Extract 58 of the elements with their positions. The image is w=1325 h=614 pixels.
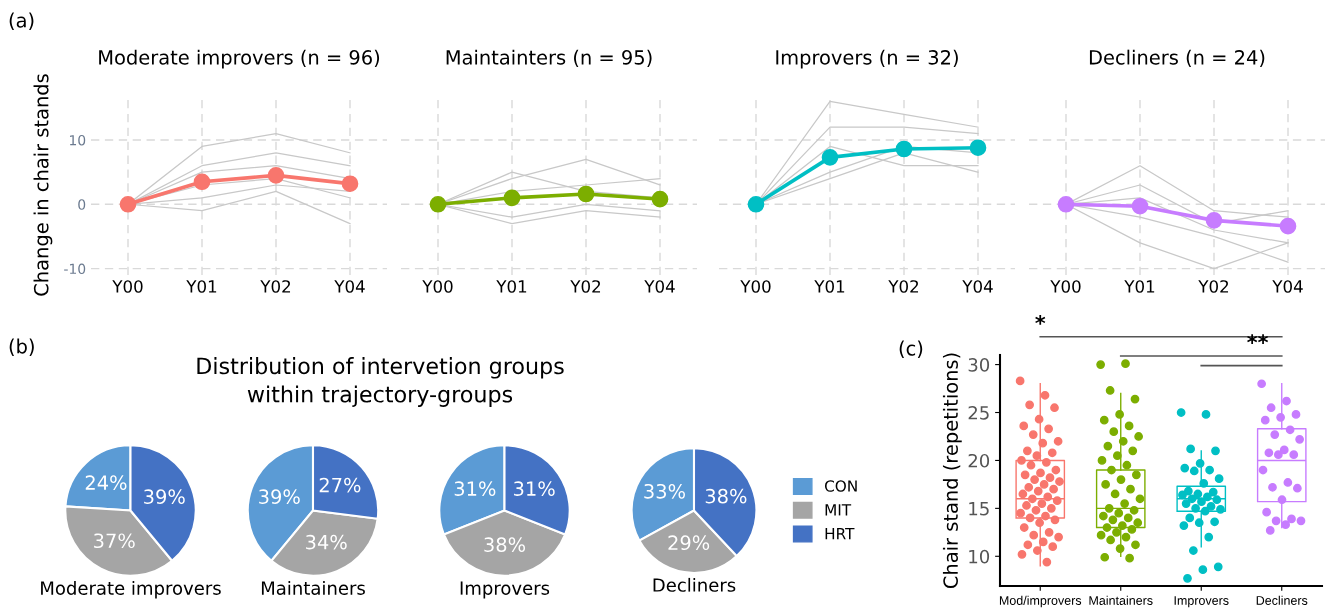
x-tick-label: Y00 (422, 280, 453, 293)
x-tick-label: Improvers (1174, 596, 1229, 608)
x-tick-label: Y00 (1050, 280, 1081, 293)
y-axis-title: Chair stand (repetitions) (942, 353, 962, 589)
x-tick-label: Y02 (1198, 280, 1229, 293)
text: Distribution of intervetion groups within trajectory-groups (197, 357, 564, 407)
y-tick-label: 10 (969, 549, 990, 564)
text: * (1035, 315, 1046, 325)
text: (c) (899, 340, 923, 358)
y-tick-label: 25 (968, 405, 989, 420)
y-tick-label: 0 (78, 199, 86, 210)
data-label: 27% (319, 477, 361, 493)
data-label: 29% (668, 535, 710, 551)
data-label: 39% (259, 489, 300, 504)
data-label: 38% (484, 537, 526, 552)
y-tick-label: 20 (968, 453, 990, 468)
x-tick-label: Y01 (186, 280, 217, 293)
y-axis-title: Change in chair stands (33, 74, 53, 296)
x-tick-label: Y04 (644, 280, 675, 293)
text: ** (1247, 334, 1269, 344)
text: (a) (9, 12, 34, 30)
x-tick-label: Y00 (112, 280, 143, 293)
data-label: 37% (94, 533, 135, 549)
chart-title: Decliners (n = 24) (1089, 49, 1265, 68)
data-label: 31% (514, 481, 555, 496)
x-tick-label: Maintainers (1089, 595, 1153, 605)
x-tick-label: Y01 (814, 280, 845, 293)
x-tick-label: Decliners (1256, 595, 1308, 605)
x-tick-label: Y01 (496, 280, 527, 293)
x-tick-label: Y02 (888, 280, 919, 293)
x-tick-label: Y01 (1124, 280, 1155, 293)
data-label: 31% (454, 481, 496, 496)
x-tick-label: Y02 (570, 280, 601, 293)
data-label: 33% (644, 483, 685, 499)
chart-title: Moderate improvers (n = 96) (99, 49, 380, 69)
data-label: 39% (144, 489, 185, 504)
text: Maintainers (261, 580, 365, 595)
x-tick-label: Y04 (1272, 280, 1303, 293)
data-label: 38% (705, 488, 747, 504)
y-tick-label: 15 (969, 502, 989, 516)
y-tick-label: 30 (968, 358, 990, 372)
chart-title: Maintainters (n = 95) (446, 49, 652, 68)
x-tick-label: Y02 (260, 280, 291, 293)
x-tick-label: Y04 (962, 280, 993, 293)
x-tick-label: Mod/improvers (999, 595, 1082, 608)
legend-label: MIT (825, 504, 852, 516)
data-label: 24% (85, 475, 127, 490)
chart-title: Improvers (n = 32) (776, 49, 958, 69)
y-tick-label: -10 (64, 263, 86, 275)
y-tick-label: 10 (69, 134, 86, 146)
x-tick-label: Y04 (334, 280, 365, 293)
legend-label: CON (824, 480, 857, 492)
data-label: 34% (306, 534, 347, 550)
text: Decliners (653, 577, 736, 592)
legend-label: HRT (825, 528, 855, 540)
x-tick-label: Y00 (740, 280, 771, 293)
text: (b) (9, 338, 34, 356)
text: Moderate improvers (41, 580, 221, 599)
